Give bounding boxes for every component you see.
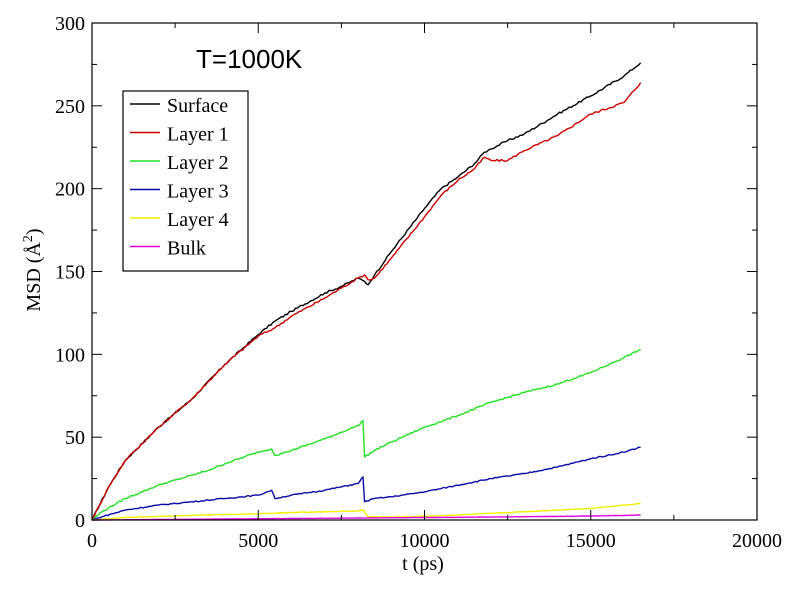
legend-label: Layer 4 bbox=[167, 209, 229, 231]
legend: Surface Layer 1 Layer 2 Layer 3 Layer 4 Bulk bbox=[122, 90, 249, 272]
series-line-bulk bbox=[92, 514, 641, 521]
series-line-layer-2 bbox=[91, 348, 641, 521]
y-tick-label: 300 bbox=[55, 13, 85, 35]
x-tick-label: 0 bbox=[87, 530, 97, 552]
legend-label: Layer 1 bbox=[167, 124, 229, 146]
x-tick-label: 5000 bbox=[238, 530, 278, 552]
y-tick-label: 200 bbox=[55, 179, 85, 201]
y-axis-label: MSD (Å2) bbox=[21, 228, 45, 311]
legend-label: Bulk bbox=[167, 238, 206, 260]
temperature-annotation: T=1000K bbox=[196, 44, 303, 74]
series-line-layer-1 bbox=[91, 82, 642, 521]
x-tick-label: 10000 bbox=[400, 530, 450, 552]
y-axis-label-main: MSD ( bbox=[23, 256, 45, 311]
x-axis-label: t (ps) bbox=[402, 553, 444, 575]
y-axis-label-unit: Å bbox=[23, 242, 45, 257]
y-tick-label: 150 bbox=[55, 262, 85, 284]
series-line-layer-4 bbox=[91, 502, 641, 521]
legend-label: Layer 3 bbox=[167, 181, 229, 203]
y-axis-label-exp: 2 bbox=[21, 235, 36, 242]
y-tick-label: 50 bbox=[65, 427, 85, 449]
y-tick-label: 100 bbox=[55, 344, 85, 366]
x-tick-label: 15000 bbox=[566, 530, 616, 552]
y-tick-label: 250 bbox=[55, 96, 85, 118]
legend-label: Layer 2 bbox=[167, 152, 229, 174]
series-line-layer-3 bbox=[91, 446, 641, 521]
legend-label: Surface bbox=[167, 95, 228, 117]
ticks-layer: 0 5000 10000 15000 20000 0 50 100 150 200 250 300 bbox=[55, 13, 782, 552]
y-tick-label: 0 bbox=[75, 510, 85, 532]
y-axis-label-close: ) bbox=[23, 228, 45, 235]
x-tick-label: 20000 bbox=[732, 530, 782, 552]
series-layer bbox=[91, 62, 642, 521]
legend-box bbox=[122, 90, 249, 272]
